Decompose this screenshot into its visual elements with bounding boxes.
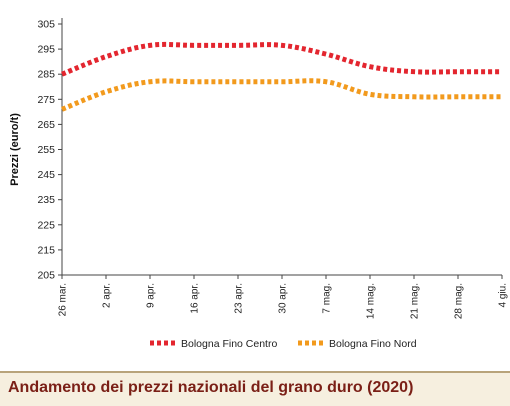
y-tick-label: 235	[37, 194, 55, 206]
y-tick-label: 275	[37, 94, 55, 106]
x-axis-ticks: 26 mar. 2 apr. 9 apr. 16 apr. 23 apr. 30 apr.…	[58, 275, 509, 319]
y-tick-label: 245	[37, 169, 55, 181]
series-layer	[61, 41, 502, 112]
caption-bar: Andamento dei prezzi nazionali del grano…	[0, 371, 510, 406]
y-axis-label: Prezzi (euro/t)	[9, 113, 21, 186]
y-tick-label: 215	[37, 244, 55, 256]
x-tick-label: 7 mag.	[322, 283, 333, 314]
x-tick-label: 30 apr.	[278, 283, 289, 314]
y-tick-label: 225	[37, 219, 55, 231]
y-tick-label: 265	[37, 119, 55, 131]
x-tick-label: 4 giu.	[498, 283, 509, 307]
series-line-2	[61, 78, 502, 112]
x-tick-label: 26 mar.	[58, 283, 69, 316]
y-axis-ticks: 205 215 225 235 245 255 265 275 285 295 305	[37, 19, 62, 282]
legend: Bologna Fino Centro Bologna Fino Nord	[150, 338, 417, 350]
legend-label: Bologna Fino Centro	[181, 338, 277, 350]
y-tick-label: 205	[37, 270, 55, 282]
x-tick-label: 14 mag.	[366, 283, 377, 319]
y-tick-label: 285	[37, 69, 55, 81]
y-tick-label: 295	[37, 44, 55, 56]
y-tick-label: 255	[37, 144, 55, 156]
x-tick-label: 16 apr.	[190, 283, 201, 314]
y-tick-label: 305	[37, 19, 55, 31]
x-tick-label: 2 apr.	[102, 283, 113, 308]
x-tick-label: 28 mag.	[454, 283, 465, 319]
legend-label: Bologna Fino Nord	[329, 338, 417, 350]
x-tick-label: 9 apr.	[146, 283, 157, 308]
x-tick-label: 21 mag.	[410, 283, 421, 319]
series-line-1	[61, 41, 502, 77]
chart-title: Andamento dei prezzi nazionali del grano…	[8, 379, 414, 396]
x-tick-label: 23 apr.	[234, 283, 245, 314]
